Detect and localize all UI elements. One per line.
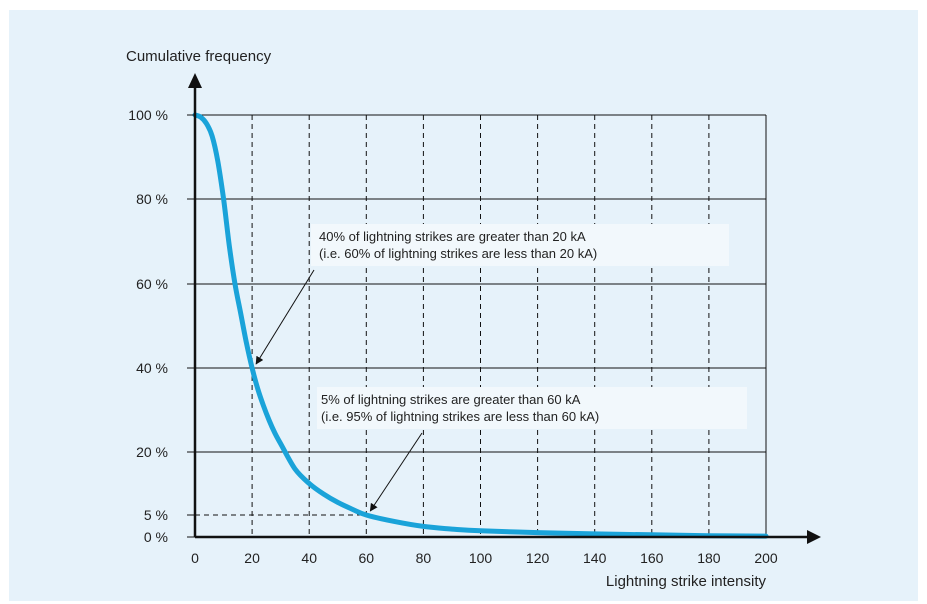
x-tick-label-80: 80 [416, 550, 432, 566]
x-tick-label-180: 180 [697, 550, 721, 566]
x-axis-arrow-icon [807, 530, 821, 544]
x-tick-label-0: 0 [191, 550, 199, 566]
axes [188, 73, 821, 544]
y-tick-label-5: 5 % [144, 507, 168, 523]
y-axis-arrow-icon [188, 73, 202, 88]
y-tick-label-20: 20 % [136, 444, 168, 460]
annotation-box-1 [317, 387, 747, 429]
y-tick-label-0: 0 % [144, 529, 168, 545]
annotation-arrow-0 [255, 269, 315, 365]
annotation-text-1-0: 5% of lightning strikes are greater than… [321, 392, 581, 407]
annotation-text-0-1: (i.e. 60% of lightning strikes are less … [319, 246, 597, 261]
y-tick-label-100: 100 % [128, 107, 168, 123]
annotation-text-1-1: (i.e. 95% of lightning strikes are less … [321, 409, 599, 424]
chart-figure: 0 % 5 % 20 % 40 % 60 % 80 % 100 % 0 20 40 60 80 100… [9, 10, 918, 601]
vertical-gridlines [251, 115, 710, 537]
series-line-0 [192, 112, 769, 539]
y-tick-label-60: 60 % [136, 276, 168, 292]
y-axis-label: Cumulative frequency [126, 48, 272, 65]
x-tick-label-160: 160 [640, 550, 664, 566]
annotation-box-0 [311, 224, 729, 266]
x-tick-label-120: 120 [526, 550, 550, 566]
x-tick-label-40: 40 [301, 550, 317, 566]
series-layer [192, 112, 769, 539]
annotation-arrow-1 [369, 432, 423, 512]
annotation-text-0-0: 40% of lightning strikes are greater tha… [319, 229, 586, 244]
y-tick-label-80: 80 % [136, 191, 168, 207]
annotations: 40% of lightning strikes are greater tha… [255, 224, 747, 512]
x-tick-labels: 0 20 40 60 80 100 120 140 160 180 200 [191, 550, 778, 566]
x-tick-label-60: 60 [359, 550, 375, 566]
x-tick-label-200: 200 [754, 550, 778, 566]
line-chart: 0 % 5 % 20 % 40 % 60 % 80 % 100 % 0 20 40 60 80 100… [126, 48, 821, 590]
y-tick-labels: 0 % 5 % 20 % 40 % 60 % 80 % 100 % [128, 107, 195, 545]
x-tick-label-100: 100 [469, 550, 493, 566]
x-tick-label-20: 20 [244, 550, 260, 566]
x-tick-label-140: 140 [583, 550, 607, 566]
x-axis-label: Lightning strike intensity [606, 573, 767, 590]
y-tick-label-40: 40 % [136, 360, 168, 376]
